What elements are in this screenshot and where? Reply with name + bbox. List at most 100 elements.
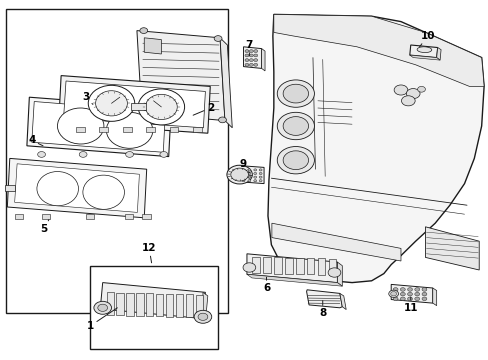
Bar [193, 127, 202, 132]
Circle shape [242, 169, 244, 171]
Bar [142, 214, 150, 219]
Polygon shape [144, 38, 161, 54]
Circle shape [392, 288, 397, 291]
Circle shape [226, 165, 252, 184]
Circle shape [388, 290, 398, 297]
Polygon shape [273, 14, 483, 86]
Polygon shape [27, 97, 171, 157]
Circle shape [247, 169, 250, 171]
Circle shape [244, 63, 248, 66]
Circle shape [407, 288, 411, 291]
Bar [41, 214, 50, 219]
Polygon shape [306, 290, 342, 308]
Polygon shape [137, 31, 224, 121]
Bar [284, 258, 292, 274]
Circle shape [253, 176, 256, 178]
Bar [156, 294, 163, 316]
Bar [273, 257, 281, 274]
Circle shape [392, 297, 397, 301]
Ellipse shape [88, 85, 135, 121]
Ellipse shape [57, 108, 104, 144]
Polygon shape [59, 76, 210, 133]
Polygon shape [220, 38, 232, 128]
Circle shape [214, 36, 222, 41]
Circle shape [259, 172, 262, 175]
Circle shape [125, 152, 133, 157]
Circle shape [283, 117, 308, 135]
Circle shape [390, 292, 396, 296]
Bar [15, 214, 23, 219]
Circle shape [253, 50, 257, 53]
Polygon shape [267, 14, 483, 283]
Circle shape [417, 86, 425, 92]
Bar [76, 127, 84, 132]
Circle shape [421, 292, 426, 296]
Polygon shape [246, 274, 342, 286]
Bar [122, 127, 131, 132]
Bar [295, 258, 303, 274]
Circle shape [277, 112, 314, 140]
Bar [165, 294, 173, 317]
Bar [90, 266, 217, 349]
Polygon shape [409, 55, 439, 60]
Circle shape [392, 292, 397, 296]
Polygon shape [32, 102, 165, 152]
Bar [169, 127, 178, 132]
Circle shape [421, 297, 426, 301]
Circle shape [94, 301, 111, 314]
Circle shape [194, 310, 211, 323]
Circle shape [259, 169, 262, 171]
Bar [306, 258, 314, 274]
Circle shape [253, 59, 257, 62]
Circle shape [259, 180, 262, 182]
Polygon shape [243, 47, 261, 68]
Circle shape [244, 54, 248, 57]
Circle shape [218, 117, 226, 123]
Polygon shape [425, 227, 478, 270]
Circle shape [247, 180, 250, 182]
Text: 3: 3 [82, 92, 93, 104]
Circle shape [277, 147, 314, 174]
Circle shape [249, 63, 253, 66]
Circle shape [98, 304, 107, 311]
Polygon shape [203, 292, 207, 322]
Bar [116, 293, 123, 315]
Circle shape [198, 313, 207, 320]
Circle shape [160, 152, 167, 157]
Circle shape [400, 288, 405, 291]
Circle shape [253, 54, 257, 57]
Bar [131, 103, 145, 110]
Circle shape [277, 80, 314, 107]
Circle shape [244, 59, 248, 62]
Circle shape [249, 50, 253, 53]
Circle shape [407, 292, 411, 296]
Ellipse shape [416, 47, 431, 53]
Circle shape [242, 176, 244, 178]
Polygon shape [7, 158, 146, 218]
Text: 5: 5 [41, 220, 49, 234]
Polygon shape [100, 283, 205, 319]
Polygon shape [432, 288, 436, 306]
Circle shape [400, 292, 405, 296]
Polygon shape [271, 223, 400, 261]
Text: 2: 2 [193, 103, 213, 115]
Circle shape [139, 109, 146, 115]
Ellipse shape [145, 94, 177, 120]
Bar [146, 293, 153, 316]
Text: 11: 11 [403, 297, 417, 313]
Bar [99, 127, 108, 132]
Circle shape [230, 168, 248, 181]
Circle shape [253, 172, 256, 175]
Circle shape [243, 263, 255, 272]
Circle shape [247, 172, 250, 175]
Bar [124, 214, 133, 219]
Circle shape [38, 152, 45, 157]
Polygon shape [436, 48, 440, 60]
Circle shape [283, 84, 308, 103]
Circle shape [253, 63, 257, 66]
Circle shape [242, 180, 244, 182]
Circle shape [406, 89, 419, 99]
Circle shape [244, 50, 248, 53]
Circle shape [414, 292, 419, 296]
Ellipse shape [95, 91, 127, 116]
